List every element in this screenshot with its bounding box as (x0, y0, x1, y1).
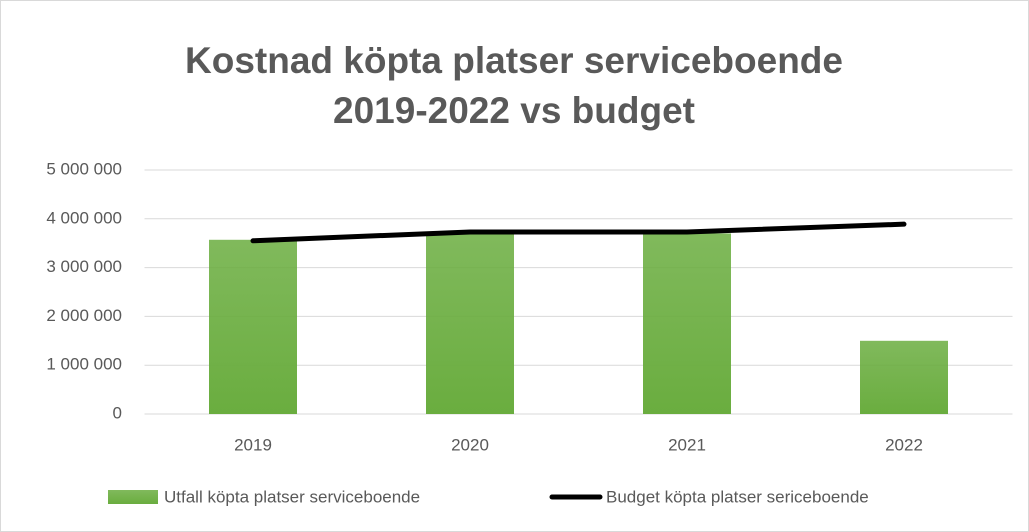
legend-swatch (108, 490, 158, 504)
y-tick-label: 0 (113, 403, 122, 422)
x-tick-label: 2021 (668, 435, 706, 454)
x-tick-label: 2020 (451, 435, 489, 454)
legend-label: Utfall köpta platser serviceboende (164, 487, 420, 506)
bar (209, 239, 297, 414)
x-tick-label: 2019 (234, 435, 272, 454)
chart-title: Kostnad köpta platser serviceboende 2019… (185, 40, 843, 131)
x-tick-label: 2022 (885, 435, 923, 454)
y-tick-label: 2 000 000 (46, 306, 122, 325)
y-tick-label: 3 000 000 (46, 257, 122, 276)
y-tick-label: 5 000 000 (46, 159, 122, 178)
legend-label: Budget köpta platser sericeboende (606, 487, 869, 506)
y-tick-label: 4 000 000 (46, 208, 122, 227)
bar (643, 233, 731, 414)
line (250, 221, 907, 244)
bar (426, 233, 514, 414)
bar (860, 340, 948, 414)
y-tick-label: 1 000 000 (46, 355, 122, 374)
